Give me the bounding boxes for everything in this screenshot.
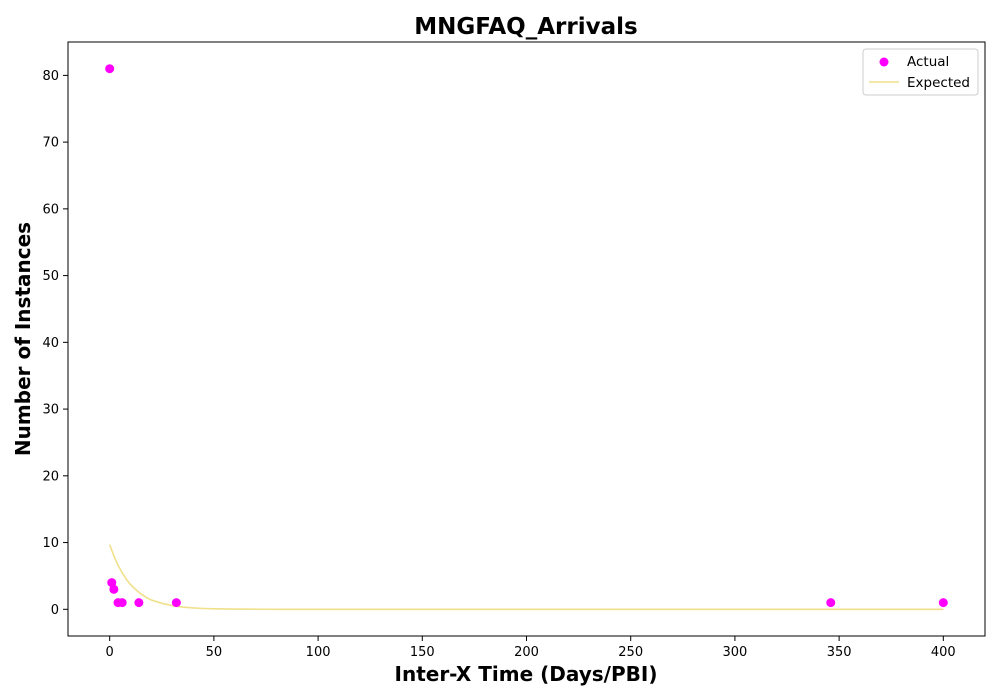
- x-tick-label: 100: [306, 645, 331, 660]
- legend-box: [862, 48, 979, 96]
- x-tick-label: 350: [827, 645, 852, 660]
- actual-point: [134, 598, 144, 608]
- chart-title: MNGFAQ_Arrivals: [414, 14, 637, 40]
- x-tick-label: 0: [106, 645, 114, 660]
- actual-point: [117, 598, 127, 608]
- y-tick-label: 70: [42, 136, 59, 151]
- y-axis-label: Number of Instances: [11, 222, 35, 456]
- actual-point: [826, 598, 836, 608]
- expected-line: [108, 544, 944, 611]
- y-tick-label: 30: [42, 403, 59, 418]
- y-tick-label: 20: [42, 469, 59, 484]
- y-tick-label: 60: [42, 202, 59, 217]
- y-axis-ticks: 0 10 20 30 40 50 60 70 80: [42, 69, 68, 618]
- y-tick-label: 0: [51, 603, 59, 618]
- legend-actual-marker: [879, 57, 889, 67]
- y-tick-label: 50: [42, 269, 59, 284]
- x-axis-ticks: 0 50 100 150 200 250 300 350 400: [106, 636, 956, 660]
- actual-point: [171, 598, 181, 608]
- legend-expected-label: Expected: [907, 75, 970, 91]
- x-tick-label: 400: [931, 645, 956, 660]
- series-layer: [105, 64, 948, 611]
- x-tick-label: 200: [514, 645, 539, 660]
- x-tick-label: 150: [410, 645, 435, 660]
- actual-point: [938, 598, 948, 608]
- y-tick-label: 80: [42, 69, 59, 84]
- x-axis-label: Inter-X Time (Days/PBI): [395, 662, 658, 686]
- x-tick-label: 300: [722, 645, 747, 660]
- y-tick-label: 40: [42, 336, 59, 351]
- legend: Actual Expected: [862, 48, 979, 96]
- plot-area: [67, 41, 986, 637]
- legend-actual-label: Actual: [907, 54, 949, 70]
- x-tick-label: 250: [618, 645, 643, 660]
- actual-point: [109, 584, 119, 594]
- x-tick-label: 50: [206, 645, 223, 660]
- y-tick-label: 10: [42, 536, 59, 551]
- actual-point: [105, 64, 115, 74]
